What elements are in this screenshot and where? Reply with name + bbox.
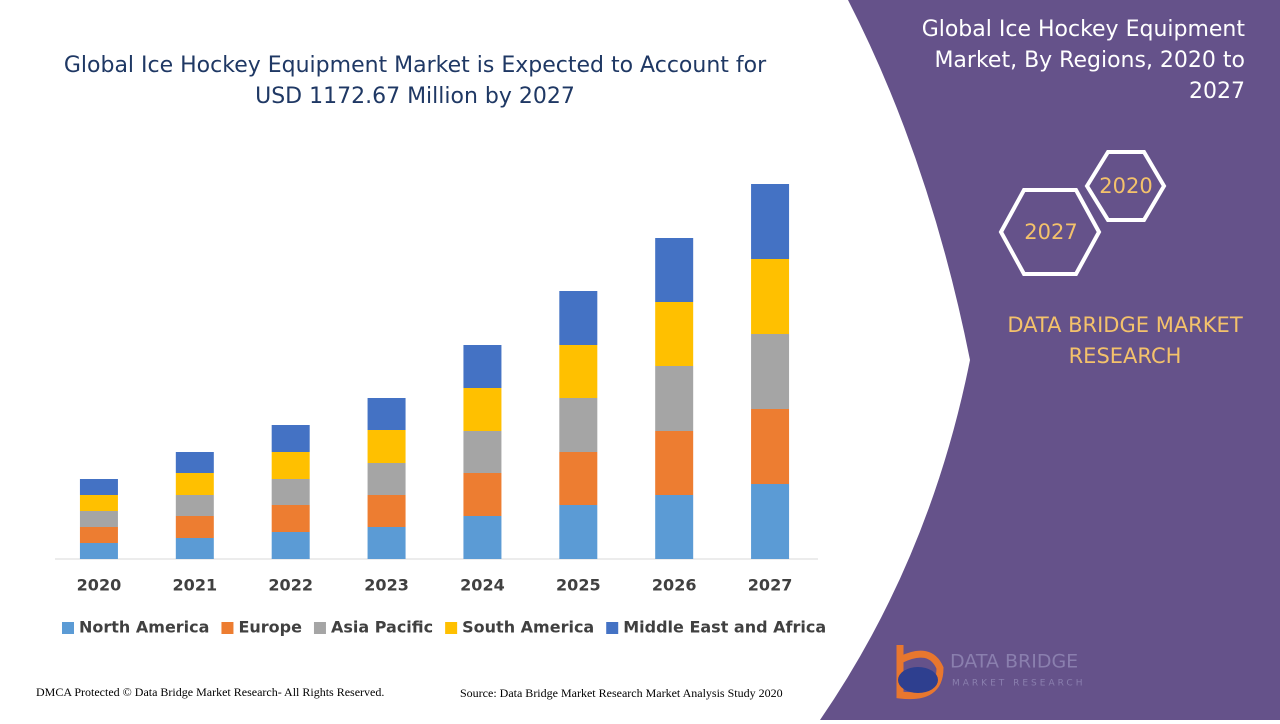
bar-segment — [367, 463, 406, 495]
copyright: DMCA Protected © Data Bridge Market Rese… — [36, 685, 384, 699]
x-tick-label: 2027 — [748, 576, 793, 595]
bar-segment — [655, 431, 694, 495]
bar-segment — [559, 505, 598, 559]
legend-label: Europe — [238, 618, 302, 637]
bar-segment — [655, 302, 694, 366]
bar-segment — [271, 532, 310, 559]
bar-segment — [79, 511, 118, 527]
logo-name: DATA BRIDGE — [950, 651, 1078, 673]
bar-segment — [655, 495, 694, 559]
hexagon — [1084, 150, 1167, 222]
legend-label: Asia Pacific — [331, 618, 433, 637]
hex-label: 2020 — [1099, 174, 1152, 198]
chart-title-box: Global Ice Hockey Equipment Market is Ex… — [63, 53, 767, 109]
panel-title: Global Ice Hockey Equipment Market, By R… — [921, 17, 1245, 104]
bar-segment — [175, 473, 214, 495]
legend-swatch — [313, 622, 326, 634]
bar-segment — [463, 516, 502, 559]
x-tick-label: 2023 — [364, 576, 409, 595]
source: Source: Data Bridge Market Research Mark… — [460, 686, 783, 700]
bar-segment — [271, 425, 310, 452]
bar-segment — [175, 452, 214, 473]
bar-segment — [463, 473, 502, 516]
bar-segment — [559, 452, 598, 505]
hex-label: 2027 — [1024, 220, 1077, 244]
bar-segment — [175, 495, 214, 516]
bar-segment — [751, 484, 790, 559]
legend-swatch — [221, 622, 234, 634]
bar-segment — [655, 238, 694, 302]
x-tick-label: 2021 — [173, 576, 218, 595]
chart-title: Global Ice Hockey Equipment Market is Ex… — [63, 53, 767, 109]
bar-segment — [175, 538, 214, 559]
bar-segment — [367, 495, 406, 527]
bar-segment — [367, 398, 406, 430]
bar-segment — [79, 527, 118, 543]
bar-segment — [751, 409, 790, 484]
bar-segment — [271, 452, 310, 479]
legend-label: North America — [79, 618, 209, 637]
bar-segment — [751, 184, 790, 259]
bar-segment — [559, 398, 598, 452]
legend-label: Middle East and Africa — [623, 618, 826, 637]
legend-swatch — [445, 622, 458, 634]
bar-segment — [79, 479, 118, 495]
logo-mark — [896, 645, 944, 700]
bar-segment — [463, 388, 502, 431]
hexagon — [998, 188, 1102, 276]
bar-segment — [751, 259, 790, 334]
logo-sub: MARKET RESEARCH — [952, 679, 1085, 689]
bar-segment — [463, 431, 502, 473]
bar-segment — [367, 527, 406, 559]
bar-segment — [367, 430, 406, 463]
x-tick-label: 2025 — [556, 576, 601, 595]
bar-segment — [751, 334, 790, 409]
plot: 2020 2021 2022 2023 2024 2025 2026 2027 North Am… — [62, 184, 826, 637]
x-tick-label: 2020 — [77, 576, 122, 595]
panel-title-box: Global Ice Hockey Equipment Market, By R… — [921, 17, 1245, 104]
legend-swatch — [606, 622, 619, 634]
brand-box: DATA BRIDGE MARKET RESEARCH — [1007, 313, 1243, 368]
legend-label: South America — [462, 618, 594, 637]
legend-swatch — [62, 622, 74, 634]
brand: DATA BRIDGE MARKET RESEARCH — [1007, 313, 1243, 368]
bar-segment — [271, 479, 310, 505]
bar-segment — [79, 543, 118, 559]
bar-segment — [463, 345, 502, 388]
side-panel — [820, 0, 1280, 720]
bar-segment — [175, 516, 214, 538]
logo-mark — [898, 667, 938, 693]
x-tick-label: 2024 — [460, 576, 505, 595]
bar-segment — [655, 366, 694, 431]
bar-segment — [271, 505, 310, 532]
x-tick-label: 2022 — [268, 576, 313, 595]
bar-segment — [79, 495, 118, 511]
bar-segment — [559, 345, 598, 398]
x-tick-label: 2026 — [652, 576, 697, 595]
bar-segment — [559, 291, 598, 345]
